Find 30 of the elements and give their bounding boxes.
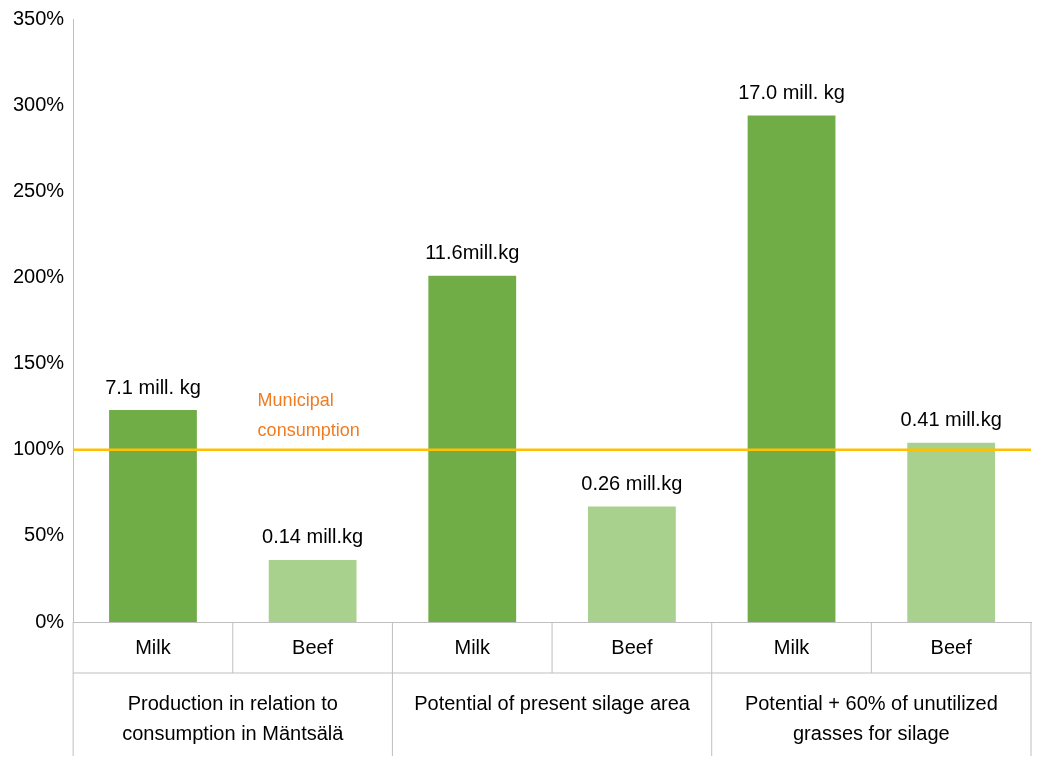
- y-tick-label: 150%: [13, 351, 65, 374]
- bar: [109, 410, 197, 622]
- text: Potential of present silage area: [414, 691, 691, 714]
- bar: [747, 115, 836, 622]
- y-tick-label: 300%: [13, 92, 65, 115]
- x-tick-label: Beef: [611, 635, 653, 658]
- bar: [268, 559, 357, 622]
- y-tick-label: 50%: [24, 523, 65, 546]
- x-tick-label: Milk: [135, 635, 172, 658]
- bar: [588, 506, 676, 622]
- y-tick-label: 200%: [13, 264, 65, 287]
- annotation: 0.41 mill.kg: [900, 408, 1002, 431]
- y-tick-label: 100%: [13, 437, 65, 460]
- annotation: 17.0 mill. kg: [738, 81, 845, 103]
- bar: [428, 275, 517, 622]
- ref-line-label: Municipal consumption: [257, 389, 360, 440]
- annotation: 7.1 mill. kg: [105, 375, 201, 398]
- annotation: 11.6mill.kg: [425, 241, 520, 264]
- x-tick-label: Beef: [292, 635, 334, 658]
- y-tick-label: 0%: [35, 609, 65, 632]
- annotation: 0.14 mill.kg: [262, 525, 364, 548]
- text: Production in relation to consumption in Mäntsälä: [122, 691, 345, 744]
- text: Potential + 60% of unutilized grasses for silage: [744, 691, 998, 744]
- annotation: 0.26 mill.kg: [581, 472, 683, 495]
- x-tick-label: Beef: [930, 635, 973, 658]
- x-tick-label: Milk: [773, 635, 811, 658]
- y-tick-label: 250%: [13, 178, 65, 201]
- bar: [907, 442, 996, 622]
- x-tick-label: Milk: [454, 635, 492, 658]
- y-tick-label: 350%: [13, 6, 65, 29]
